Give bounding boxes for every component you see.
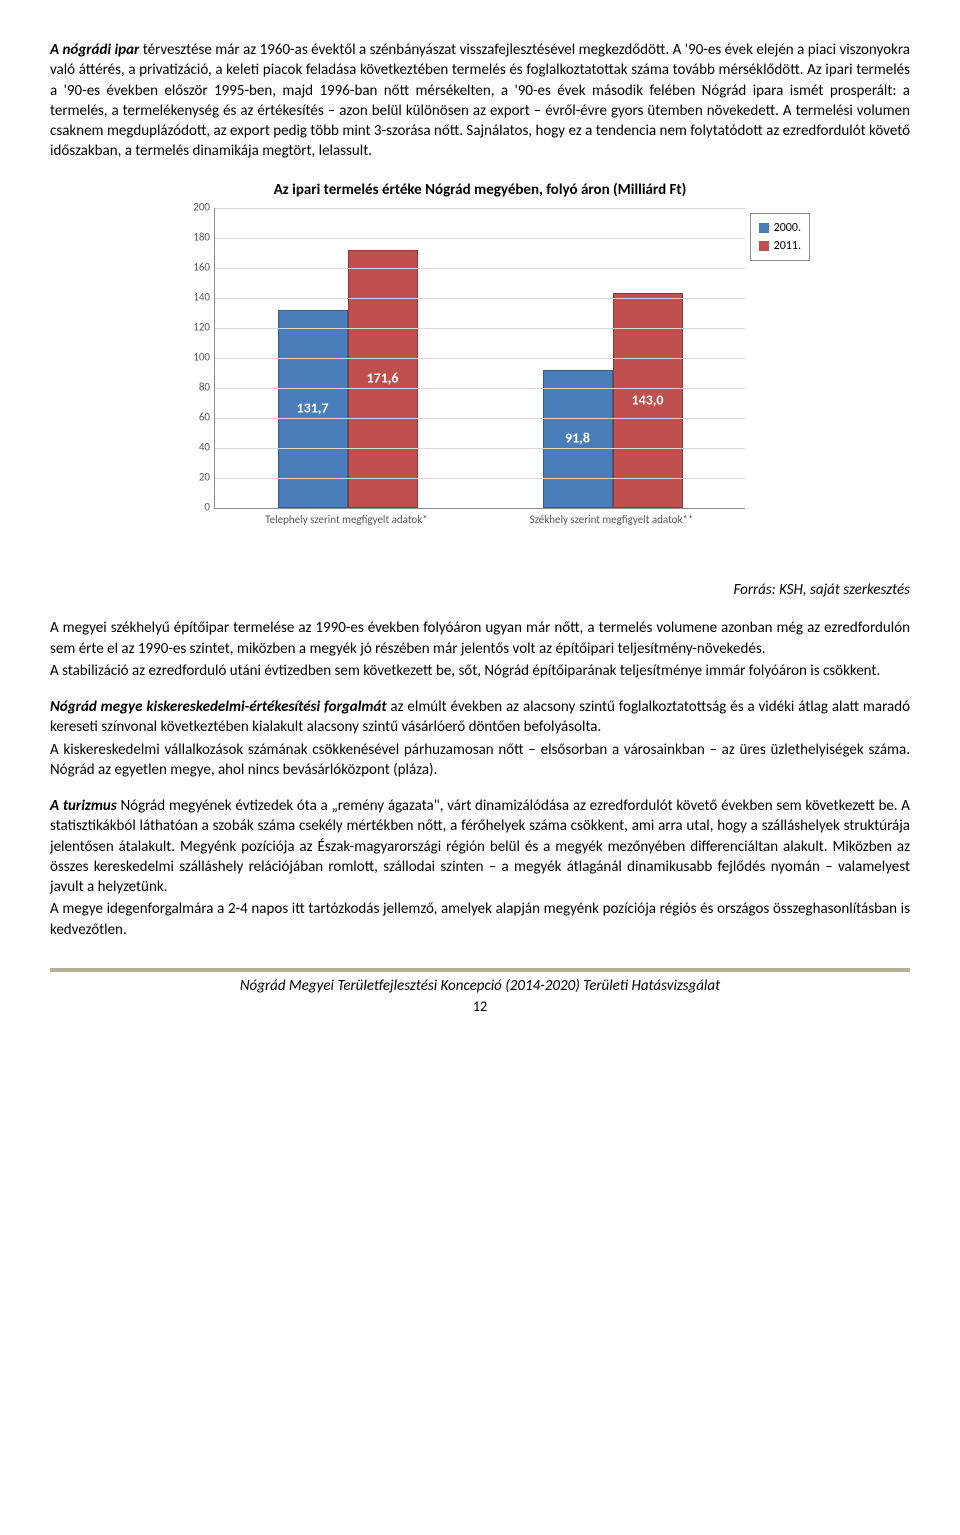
legend-swatch (759, 241, 769, 251)
y-tick: 160 (193, 260, 210, 275)
turizmus-body: Nógrád megyének évtizedek óta a „remény … (50, 797, 910, 896)
y-tick: 0 (204, 500, 210, 515)
page-number: 12 (50, 998, 910, 1017)
ipar-body: térvesztése már az 1960-as évektől a szé… (50, 41, 910, 160)
legend-label: 2000. (774, 220, 801, 236)
y-tick: 80 (199, 380, 210, 395)
x-axis: Telephely szerint megfigyelt adatok*Szék… (214, 513, 744, 528)
paragraph-epitoipar-1: A megyei székhelyű építőipar termelése a… (50, 618, 910, 659)
footer-title: Nógrád Megyei Területfejlesztési Koncepc… (50, 968, 910, 996)
bar: 171,6 (348, 250, 418, 507)
y-tick: 140 (193, 290, 210, 305)
paragraph-kisker: Nógrád megye kiskereskedelmi-értékesítés… (50, 697, 910, 738)
bar: 143,0 (613, 293, 683, 508)
y-tick: 40 (199, 440, 210, 455)
turizmus-lead: A turizmus (50, 797, 117, 815)
paragraph-ipar: A nógrádi ipar térvesztése már az 1960-a… (50, 40, 910, 162)
gridline (215, 298, 745, 299)
y-tick: 200 (193, 200, 210, 215)
paragraph-kisker-2: A kiskereskedelmi vállalkozások számának… (50, 740, 910, 781)
y-tick: 60 (199, 410, 210, 425)
y-tick: 100 (193, 350, 210, 365)
gridline (215, 418, 745, 419)
gridline (215, 478, 745, 479)
gridline (215, 208, 745, 209)
gridline (215, 358, 745, 359)
gridline (215, 268, 745, 269)
ipar-lead: A nógrádi ipar (50, 41, 139, 59)
y-tick: 120 (193, 320, 210, 335)
legend: 2000. 2011. (750, 213, 810, 261)
gridline (215, 388, 745, 389)
gridline (215, 448, 745, 449)
y-axis: 020406080100120140160180200 (180, 208, 214, 508)
legend-swatch (759, 223, 769, 233)
legend-label: 2011. (774, 238, 801, 254)
x-tick: Székhely szerint megfigyelt adatok** (479, 513, 744, 528)
chart-source: Forrás: KSH, saját szerkesztés (50, 580, 910, 600)
gridline (215, 238, 745, 239)
chart-title: Az ipari termelés értéke Nógrád megyében… (50, 180, 910, 200)
kisker-lead: Nógrád megye kiskereskedelmi-értékesítés… (50, 698, 387, 716)
gridline (215, 328, 745, 329)
paragraph-epitoipar-2: A stabilizáció az ezredforduló utáni évt… (50, 661, 910, 681)
paragraph-turizmus: A turizmus Nógrád megyének évtizedek óta… (50, 796, 910, 897)
bar-value-label: 91,8 (544, 429, 612, 448)
y-tick: 20 (199, 470, 210, 485)
x-tick: Telephely szerint megfigyelt adatok* (214, 513, 479, 528)
bar-chart: 020406080100120140160180200 131,7171,691… (180, 208, 780, 548)
legend-item: 2011. (759, 238, 801, 254)
bar-value-label: 131,7 (279, 400, 347, 419)
legend-item: 2000. (759, 220, 801, 236)
y-tick: 180 (193, 230, 210, 245)
paragraph-turizmus-2: A megye idegenforgalmára a 2-4 napos itt… (50, 899, 910, 940)
bar-value-label: 171,6 (349, 370, 417, 389)
bar: 91,8 (543, 370, 613, 508)
chart-container: 020406080100120140160180200 131,7171,691… (50, 208, 910, 554)
bar-value-label: 143,0 (614, 391, 682, 410)
plot-area: 131,7171,6 91,8143,0 (214, 208, 745, 509)
